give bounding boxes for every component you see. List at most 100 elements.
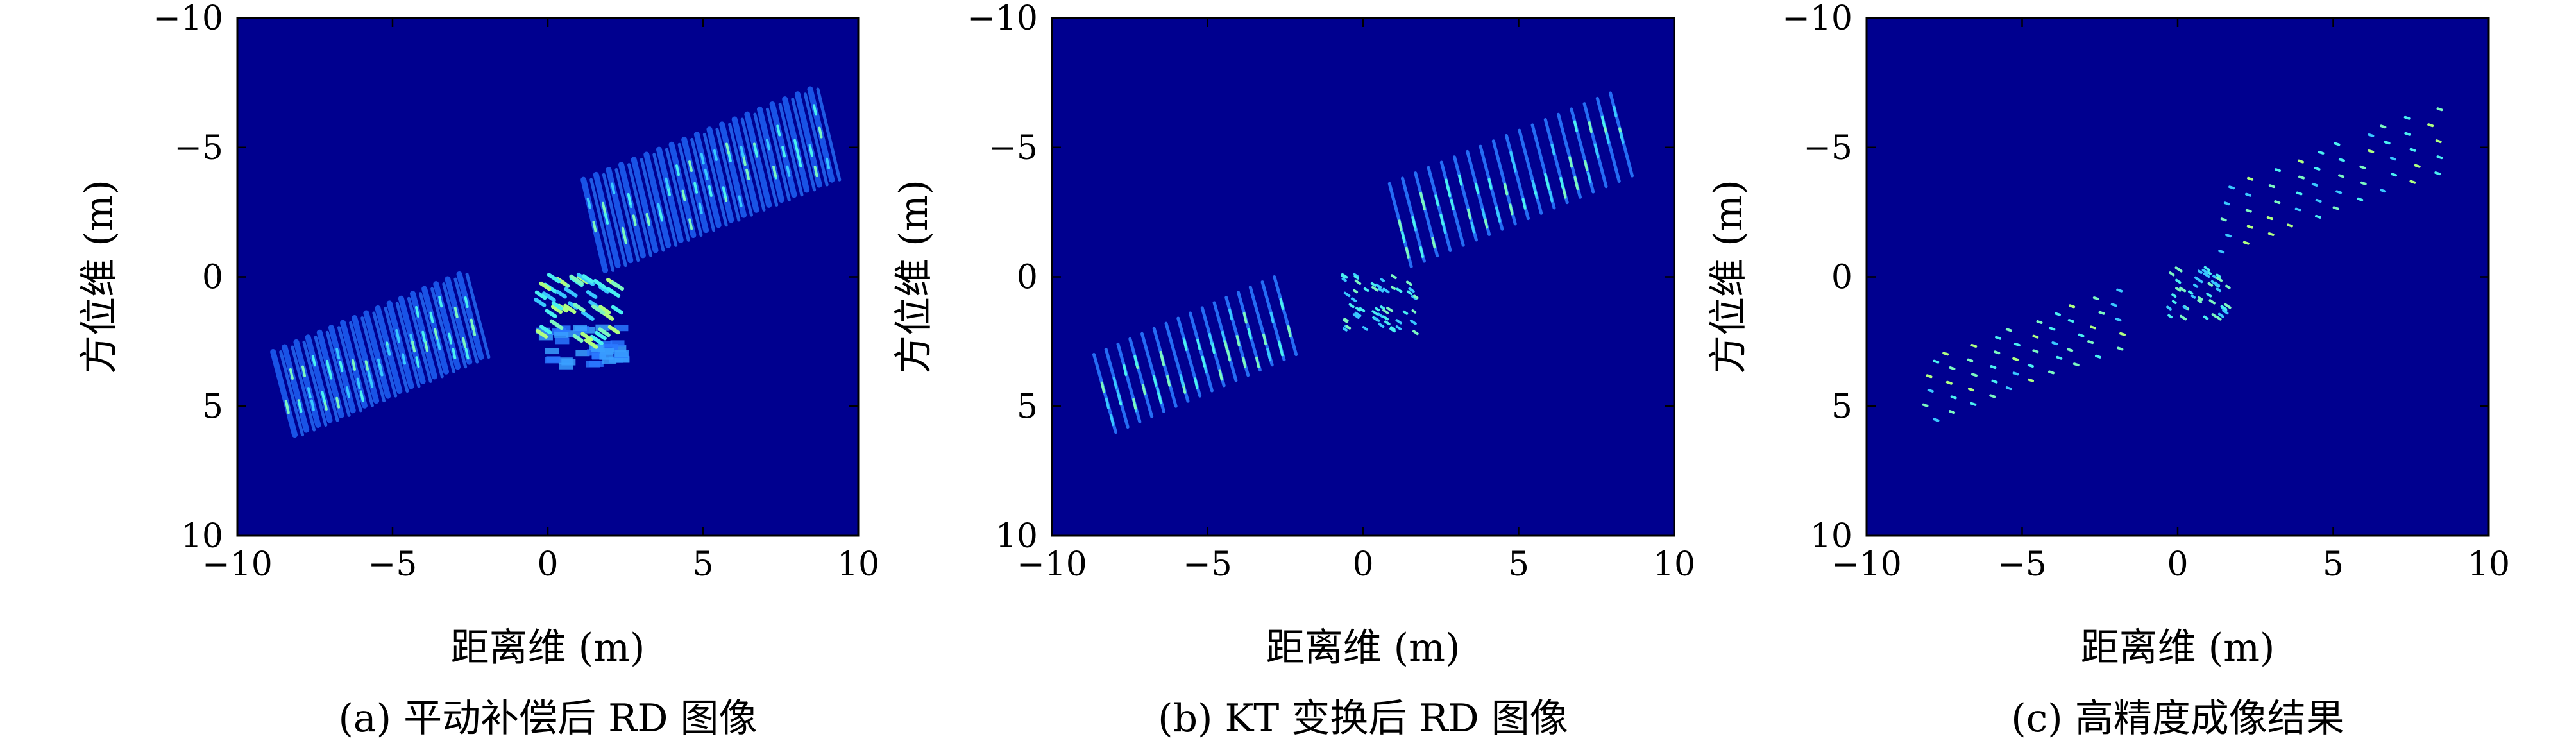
highlight: [335, 396, 341, 409]
scatter-point: [2188, 290, 2194, 295]
streak: [640, 158, 665, 252]
scatter-point: [2222, 309, 2229, 315]
highlight: [681, 189, 686, 201]
highlight: [765, 139, 770, 151]
x-tick-label: 10: [1653, 545, 1695, 584]
x-tick-label: 5: [1508, 545, 1529, 584]
highlight: [627, 192, 632, 205]
streak: [1273, 275, 1298, 357]
scatter-point: [598, 305, 611, 315]
highlight: [1210, 342, 1216, 354]
highlight: [321, 391, 326, 403]
streak: [1152, 327, 1178, 408]
scatter-point: [2190, 294, 2196, 299]
scatter-point: [2092, 296, 2099, 301]
scatter-point: [1354, 279, 1362, 286]
blob-cell: [559, 362, 573, 370]
streak: [614, 167, 640, 262]
highlight: [1509, 203, 1514, 216]
scatter-point: [2212, 275, 2217, 279]
highlight: [1398, 219, 1403, 232]
scatter-point: [1341, 273, 1348, 279]
blob-cell: [555, 337, 570, 345]
y-tick-label: 10: [1810, 517, 1852, 556]
scatter-point: [2404, 132, 2411, 136]
x-tick-label: −10: [1831, 545, 1902, 584]
highlight: [386, 344, 391, 356]
streak: [589, 178, 615, 272]
highlight: [1262, 333, 1267, 345]
scatter-point: [1402, 310, 1409, 315]
highlight: [1531, 180, 1536, 192]
blob-cell: [556, 325, 571, 332]
highlight: [359, 390, 364, 402]
scatter-point: [2287, 223, 2294, 228]
scatter-point: [2197, 269, 2203, 274]
scatter-point: [1355, 307, 1362, 312]
scatter-point: [1384, 320, 1391, 326]
scatter-point: [2334, 142, 2341, 146]
highlight: [328, 368, 333, 380]
highlight: [298, 401, 303, 413]
blob-cell: [614, 350, 629, 357]
highlight: [285, 402, 290, 414]
scatter-point: [2167, 314, 2173, 319]
highlight: [1411, 216, 1416, 228]
scatter-point: [2266, 216, 2273, 221]
scatter-point: [2175, 278, 2182, 284]
streak: [442, 282, 468, 369]
highlight: [1584, 160, 1589, 172]
highlight: [462, 337, 467, 349]
highlight: [708, 185, 713, 197]
scatter-point: [2032, 349, 2039, 354]
scatter-point: [593, 278, 607, 289]
highlight: [740, 146, 745, 158]
highlight: [1218, 369, 1223, 381]
scatter-point: [2311, 182, 2318, 187]
highlight: [1194, 377, 1199, 389]
scatter-point: [2056, 355, 2063, 360]
y-tick-label: 0: [202, 259, 223, 297]
scatter-point: [1359, 307, 1366, 312]
scatter-point: [1377, 312, 1384, 318]
scatter-point: [1343, 327, 1348, 332]
highlight: [795, 148, 801, 160]
streak: [453, 277, 479, 364]
blob-cell: [586, 361, 600, 368]
highlight: [1588, 121, 1593, 133]
highlight: [356, 377, 361, 389]
y-tick-label: −5: [174, 129, 223, 167]
highlight: [438, 296, 443, 308]
x-tick-label: 0: [1352, 545, 1373, 584]
highlight: [1279, 298, 1284, 310]
scatter-point: [1396, 287, 1403, 293]
scatter-point: [2175, 266, 2183, 273]
highlight: [1446, 185, 1452, 198]
streak: [418, 292, 444, 379]
highlight: [1116, 389, 1121, 402]
highlight: [1183, 339, 1188, 351]
scatter-point: [2206, 293, 2212, 298]
scatter-point: [2182, 305, 2188, 310]
scatter-point: [2435, 139, 2442, 144]
scatter-point: [1395, 319, 1402, 325]
scatter-point: [2028, 378, 2035, 382]
scatter-point: [2267, 232, 2275, 237]
highlight: [1255, 356, 1260, 368]
scatter-point: [2275, 168, 2282, 173]
highlight: [402, 353, 407, 365]
image-content: [1922, 107, 2443, 422]
highlight: [1509, 151, 1514, 163]
streak: [293, 339, 321, 429]
scatter-point: [2197, 296, 2203, 301]
scatter-point: [545, 309, 557, 318]
scatter-point: [2078, 333, 2085, 337]
scatter-point: [2220, 305, 2228, 311]
x-tick-label: 5: [692, 545, 713, 584]
scatter-point: [2225, 284, 2231, 289]
highlight: [1223, 340, 1228, 352]
blob-cell: [573, 325, 588, 332]
scatter-point: [534, 297, 547, 307]
scatter-point: [2225, 234, 2232, 238]
x-tick-label: −5: [1183, 545, 1232, 584]
